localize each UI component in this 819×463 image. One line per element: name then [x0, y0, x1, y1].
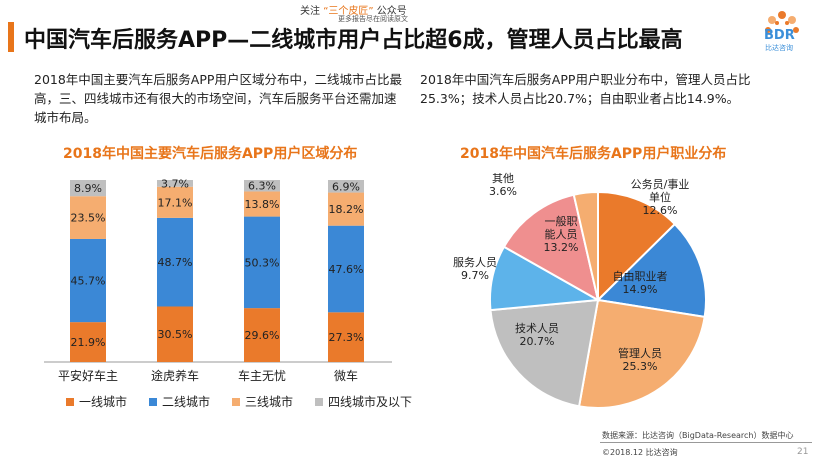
x-tick-label: 平安好车主 — [58, 368, 118, 383]
x-tick-label: 微车 — [334, 368, 358, 383]
page-title: 中国汽车后服务APP—二线城市用户占比超6成，管理人员占比最高 — [24, 28, 683, 53]
legend-swatch — [66, 397, 74, 406]
logo-text: BDR — [764, 28, 795, 43]
bar-segment — [70, 196, 106, 239]
x-tick-label: 车主无忧 — [238, 368, 286, 383]
bar-chart-title: 2018年中国主要汽车后服务APP用户区域分布 — [63, 146, 358, 162]
pie-slice — [489, 298, 600, 408]
pie-slice — [577, 298, 706, 409]
legend-item: 二线城市 — [149, 393, 210, 410]
bar-segment — [70, 180, 106, 197]
legend-item: 四线城市及以下 — [315, 393, 412, 410]
bar-data-label: 47.6% — [329, 263, 364, 276]
brand-subtitle: 更多报告尽在阅读原文 — [338, 15, 408, 23]
bar-segment — [328, 192, 364, 226]
legend-swatch — [149, 397, 158, 406]
pie-slice — [595, 222, 707, 319]
bar-data-label: 21.9% — [71, 336, 106, 349]
legend-label: 一线城市 — [79, 395, 128, 409]
bar-segment — [157, 186, 193, 218]
bar-data-label: 17.1% — [158, 196, 193, 209]
brand-tagline: 关注 “三个皮匠” 公众号 — [300, 2, 407, 17]
right-description: 2018年中国汽车后服务APP用户职业分布中，管理人员占比25.3%；技术人员占… — [420, 72, 751, 106]
brand-prefix: 关注 — [300, 6, 320, 17]
pie-slice — [572, 190, 599, 301]
bdr-logo-icon — [765, 11, 799, 33]
brand-suffix: 公众号 — [376, 6, 407, 17]
bar-data-label: 50.3% — [245, 256, 280, 269]
bar-segment — [157, 180, 193, 187]
bar-legend: 一线城市 二线城市 三线城市 四线城市及以下 — [66, 393, 412, 410]
bar-data-label: 29.6% — [245, 329, 280, 342]
bar-data-label: 3.7% — [161, 177, 189, 190]
left-description: 2018年中国主要汽车后服务APP用户区域分布中，二线城市占比最高，三、四线城市… — [34, 72, 402, 125]
pie-slice-label: 一般职能人员 13.2% — [544, 215, 579, 254]
bar-segment — [70, 238, 106, 323]
legend-label: 四线城市及以下 — [328, 395, 413, 409]
pie-slice-label: 管理人员 25.3% — [618, 346, 662, 373]
legend-label: 三线城市 — [245, 395, 294, 409]
bar-segment — [244, 216, 280, 309]
bar-data-label: 48.7% — [158, 256, 193, 269]
pie-slice-label: 其他 3.6% — [489, 172, 517, 198]
pie-chart-title: 2018年中国汽车后服务APP用户职业分布 — [460, 146, 727, 162]
bar-segment — [157, 306, 193, 362]
copyright: ©2018.12 比达咨询 — [602, 448, 678, 457]
bar-data-label: 13.8% — [245, 198, 280, 211]
legend-item: 三线城市 — [232, 393, 293, 410]
bar-segment — [328, 225, 364, 313]
pie-slice — [502, 193, 600, 302]
bar-data-label: 8.9% — [74, 182, 102, 195]
bar-data-label: 45.7% — [71, 275, 106, 288]
pie-slice-label: 技术人员 20.7% — [515, 322, 559, 348]
bar-data-label: 6.3% — [248, 180, 276, 193]
logo-subtext: 比达咨询 — [765, 44, 793, 52]
pie-slice-label: 服务人员 9.7% — [453, 256, 497, 282]
bar-segment — [244, 308, 280, 362]
bar-data-label: 23.5% — [71, 212, 106, 225]
bar-data-label: 6.9% — [332, 180, 360, 193]
x-tick-label: 途虎养车 — [151, 368, 199, 383]
title-accent-bar — [8, 22, 14, 52]
legend-swatch — [232, 397, 241, 406]
bar-segment — [70, 322, 106, 362]
bar-segment — [244, 180, 280, 192]
pie-slice-label: 公务员/事业单位 12.6% — [631, 178, 690, 217]
bar-data-label: 18.2% — [329, 203, 364, 216]
legend-swatch — [315, 397, 324, 406]
pie-slice — [597, 190, 677, 303]
pie-slice-label: 自由职业者 14.9% — [613, 269, 668, 296]
footer-divider — [600, 442, 812, 443]
bar-segment — [244, 191, 280, 217]
brand-highlight: “三个皮匠” — [323, 6, 374, 17]
bar-segment — [328, 180, 364, 193]
bar-data-label: 27.3% — [329, 331, 364, 344]
bar-segment — [328, 312, 364, 362]
bar-segment — [157, 217, 193, 307]
legend-item: 一线城市 — [66, 393, 127, 410]
legend-label: 二线城市 — [162, 395, 211, 409]
data-source: 数据来源：比达咨询（BigData-Research）数据中心 — [602, 431, 794, 440]
page-number: 21 — [797, 447, 809, 457]
bar-data-label: 30.5% — [158, 328, 193, 341]
